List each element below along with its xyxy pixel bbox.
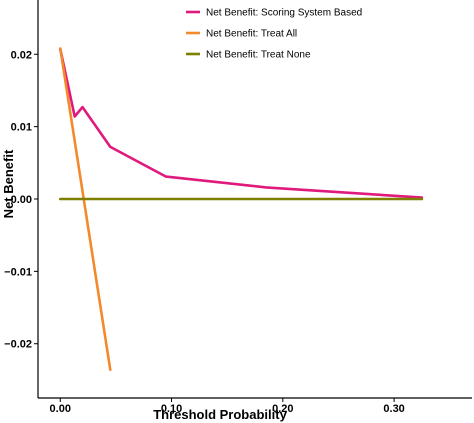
x-axis-title: Threshold Probability bbox=[153, 407, 287, 422]
legend-label: Net Benefit: Treat All bbox=[206, 29, 297, 40]
legend-label: Net Benefit: Treat None bbox=[206, 50, 311, 61]
x-tick-label: 0.00 bbox=[50, 403, 71, 415]
x-tick-label: 0.10 bbox=[161, 403, 182, 415]
legend-label: Net Benefit: Scoring System Based bbox=[206, 8, 362, 19]
x-tick-label: 0.20 bbox=[272, 403, 293, 415]
y-tick-label: 0.01 bbox=[11, 122, 32, 134]
series-line-2 bbox=[58, 47, 112, 372]
series-line-1 bbox=[58, 47, 424, 199]
legend: Net Benefit: Scoring System Based Net Ben… bbox=[186, 8, 362, 61]
y-axis-title: Net Benefit bbox=[1, 149, 16, 218]
axes: −0.02 −0.01 0.00 0.01 0.02 0.00 0.10 0.20 0.30 bbox=[4, 0, 472, 415]
y-tick-label: 0.02 bbox=[11, 49, 32, 61]
series-lines bbox=[58, 47, 424, 372]
y-tick-label: −0.02 bbox=[4, 339, 32, 351]
x-tick-label: 0.30 bbox=[383, 403, 404, 415]
y-tick-label: −0.01 bbox=[4, 266, 32, 278]
y-tick-label: 0.00 bbox=[11, 194, 32, 206]
